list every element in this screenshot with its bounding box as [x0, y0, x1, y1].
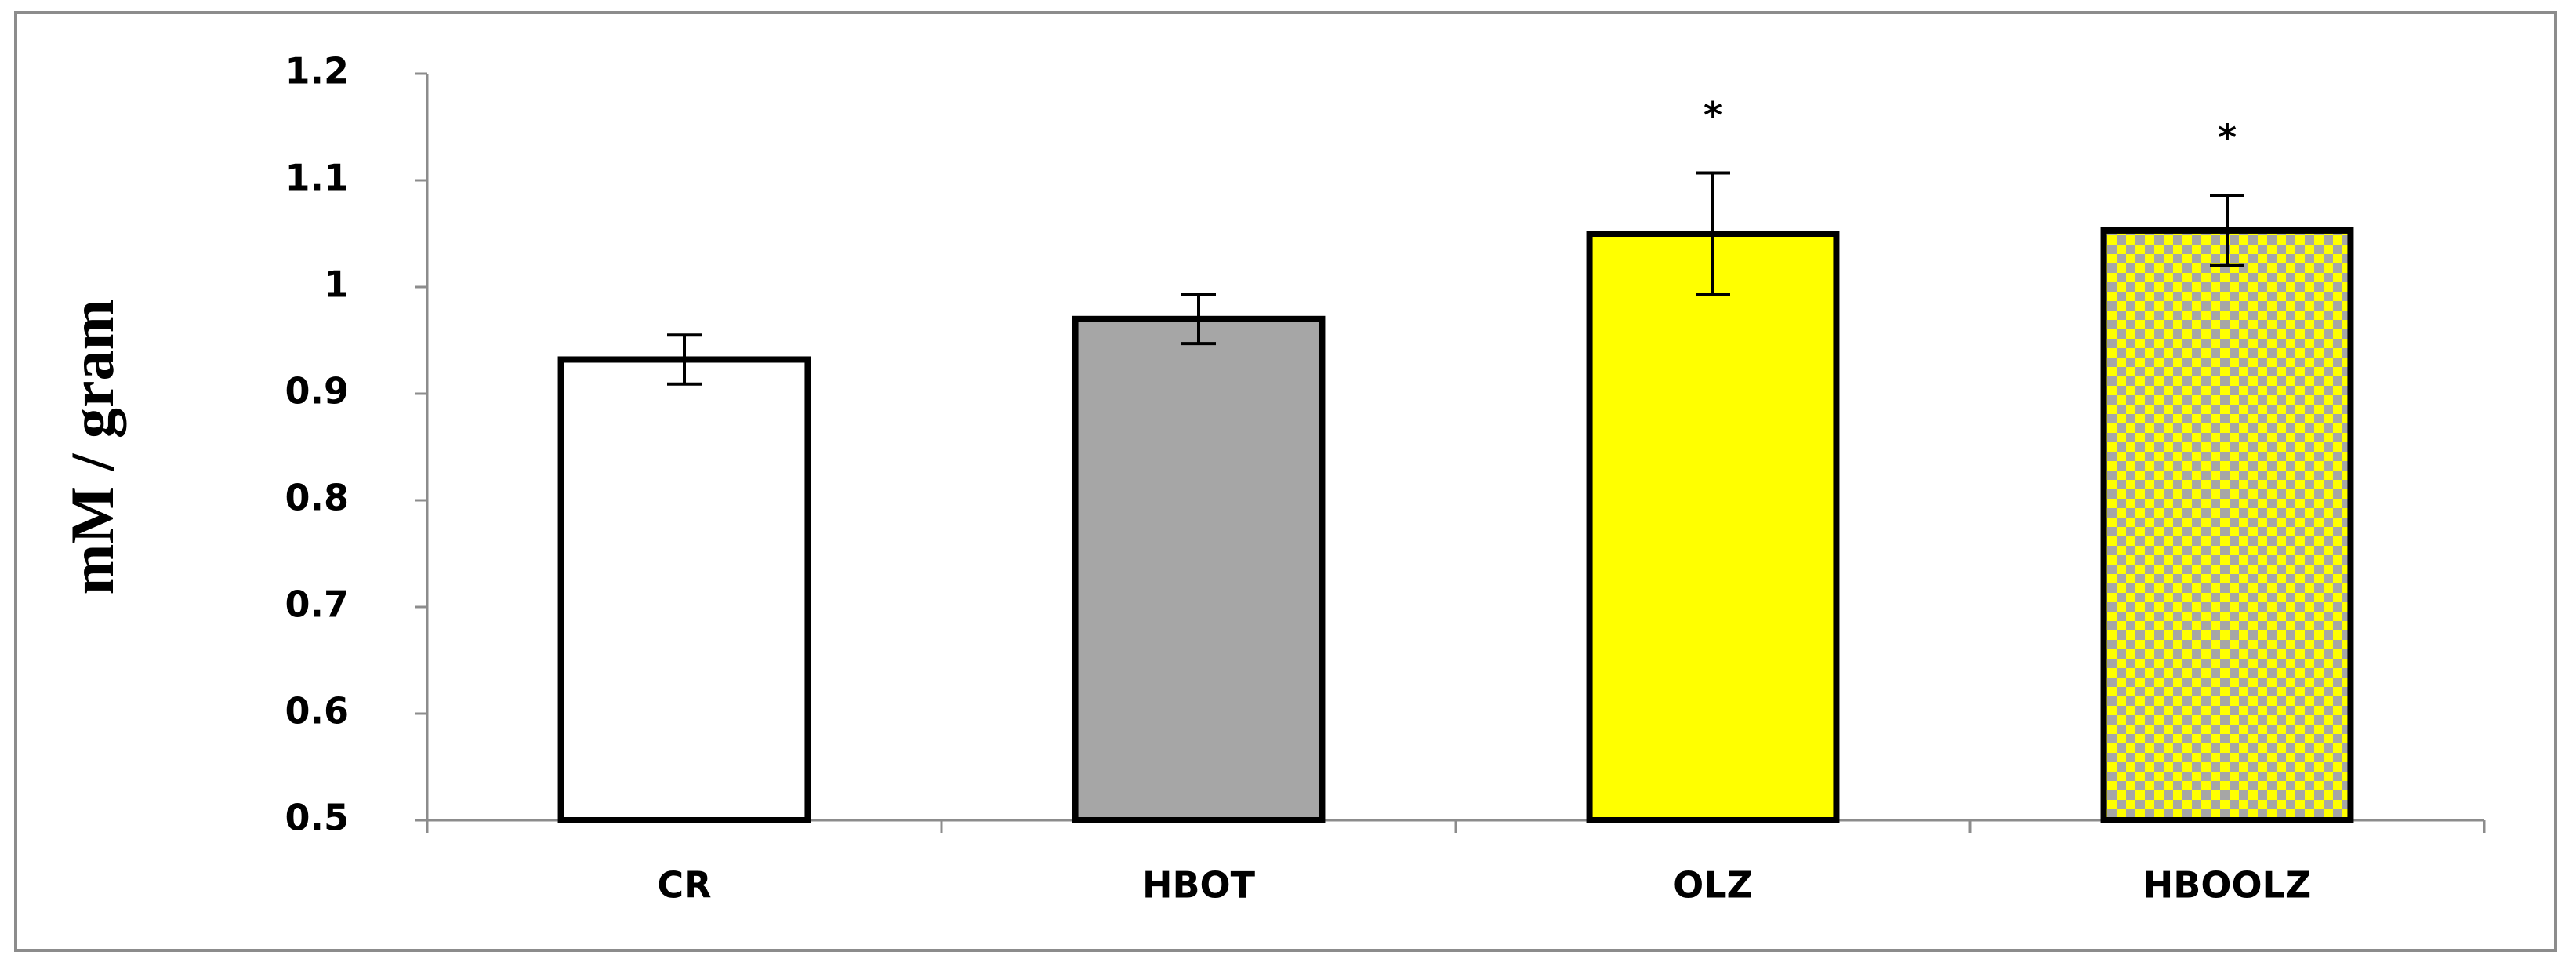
bar [557, 356, 811, 824]
x-tick-label: OLZ [1673, 864, 1753, 907]
x-tick-label: CR [657, 864, 711, 907]
bar [1586, 231, 1840, 823]
error-bar [1181, 293, 1216, 346]
y-tick-label: 0.5 [285, 797, 350, 839]
y-tick-label: 1.1 [285, 157, 350, 199]
y-tick-label: 1.2 [285, 50, 350, 93]
y-tick-label: 0.8 [285, 477, 350, 519]
y-tick-label: 0.9 [285, 370, 350, 412]
x-tick-label: HBOOLZ [2143, 864, 2311, 907]
bar [1072, 315, 1326, 823]
y-tick-label: 0.6 [285, 690, 350, 732]
y-tick-label: 0.7 [285, 583, 350, 626]
error-bar [1696, 171, 1730, 296]
x-tick-label: HBOT [1142, 864, 1256, 907]
bar [2100, 227, 2354, 824]
significance-mark: * [2218, 117, 2237, 159]
frame [14, 11, 2557, 952]
error-bar [2210, 194, 2244, 267]
error-bar [667, 333, 702, 386]
y-tick-label: 1 [324, 263, 349, 306]
significance-mark: * [1703, 94, 1722, 136]
y-axis-label: mM / gram [58, 300, 126, 595]
